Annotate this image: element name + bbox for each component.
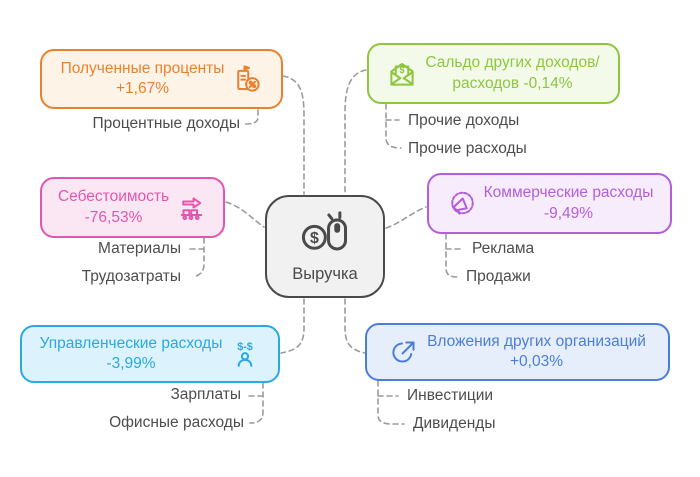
sub-item-other-expenses[interactable]: Прочие расходы (408, 140, 527, 157)
connector-center-to-balance (344, 69, 367, 195)
sub-item-sales[interactable]: Продажи (466, 268, 531, 285)
node-title: Себестоимость -76,53% (57, 188, 170, 226)
connector-sub-dividends (377, 380, 405, 425)
sub-item-office-expenses[interactable]: Офисные расходы (109, 414, 244, 431)
connector-sub-interest-income (244, 109, 259, 125)
sub-item-dividends[interactable]: Дивиденды (413, 415, 496, 432)
node-other-income-expense-balance[interactable]: $ Сальдо других доходов/расходов -0,14% (367, 43, 620, 104)
sub-item-other-income[interactable]: Прочие доходы (408, 112, 520, 129)
sub-item-salaries[interactable]: Зарплаты (170, 386, 241, 403)
node-cost-of-sales[interactable]: Себестоимость -76,53% (40, 177, 225, 238)
sub-item-investments[interactable]: Инвестиции (407, 387, 494, 404)
connector-center-to-received-interest (282, 75, 305, 195)
svg-text:$: $ (310, 230, 319, 247)
sub-item-advertising[interactable]: Реклама (472, 240, 535, 257)
salary-person-icon: $-$ (230, 339, 260, 369)
node-title: Вложения других организаций +0,03% (427, 332, 646, 370)
node-received-interest[interactable]: Полученные проценты +1,67% (40, 49, 283, 109)
investment-arrow-icon (389, 337, 419, 367)
connector-sub-other-expense (385, 103, 402, 149)
coin-mouse-icon: $ (298, 209, 352, 260)
sub-item-interest-income[interactable]: Процентные доходы (92, 115, 240, 132)
connector-center-to-cost (225, 201, 265, 228)
connector-center-to-administrative (280, 298, 305, 354)
envelope-dollar-icon: $ (387, 59, 417, 89)
connector-sub-sales (445, 233, 458, 278)
node-external-investments[interactable]: Вложения других организаций +0,03% (365, 323, 670, 381)
sub-item-materials[interactable]: Материалы (98, 240, 181, 257)
connector-sub-office (249, 382, 264, 424)
svg-text:$-$: $-$ (238, 341, 254, 353)
connector-center-to-investments (344, 298, 366, 354)
sub-item-labor[interactable]: Трудозатраты (81, 268, 181, 285)
node-administrative-expenses[interactable]: Управленческие расходы -3,99% $-$ (20, 325, 280, 383)
connector-center-to-commercial (385, 206, 427, 229)
svg-text:$: $ (400, 64, 405, 74)
node-commercial-expenses[interactable]: Коммерческие расходы -9,49% (427, 173, 672, 234)
center-node-label: Выручка (292, 265, 358, 283)
node-title: Коммерческие расходы -9,49% (483, 184, 654, 222)
node-title: Управленческие расходы -3,99% (39, 334, 223, 372)
megaphone-badge-icon (446, 189, 476, 219)
connector-sub-labor (192, 237, 205, 278)
conveyor-arrow-icon (177, 193, 207, 223)
center-node-revenue[interactable]: $ Выручка (265, 195, 385, 298)
receipt-percent-icon (232, 64, 262, 94)
node-title: Полученные проценты +1,67% (60, 59, 225, 97)
node-title: Сальдо других доходов/расходов -0,14% (425, 54, 600, 92)
